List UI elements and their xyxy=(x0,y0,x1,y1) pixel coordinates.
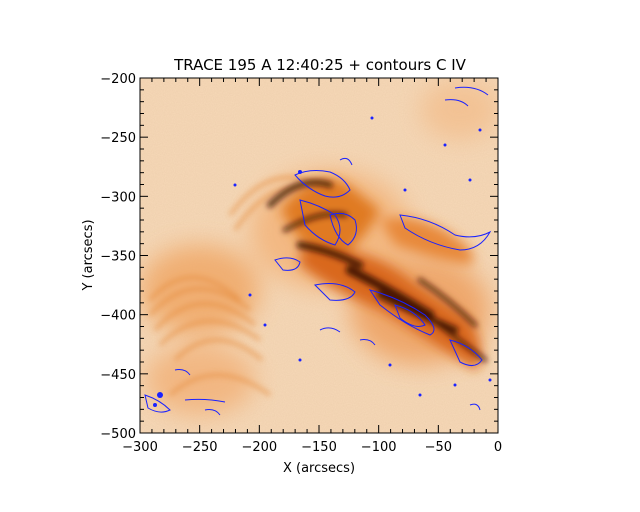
x-tick-label: −50 xyxy=(425,440,452,455)
x-tick-label: 0 xyxy=(494,440,502,455)
y-tick-label: −450 xyxy=(100,368,136,383)
x-tick-label: −100 xyxy=(361,440,397,455)
x-axis: −300 −250 −200 −150 −100 −50 0 xyxy=(122,78,502,455)
x-tick-label: −150 xyxy=(301,440,337,455)
y-tick-label: −300 xyxy=(100,190,136,205)
contour-dots xyxy=(153,116,492,407)
x-tick-label: −200 xyxy=(241,440,277,455)
c-iv-contours xyxy=(144,86,492,416)
x-tick-label: −300 xyxy=(122,440,158,455)
y-axis: −500 −450 −400 −350 −300 −250 −200 xyxy=(100,72,498,442)
y-tick-label: −250 xyxy=(100,131,136,146)
solar-image xyxy=(140,78,498,433)
y-axis-label: Y (arcsecs) xyxy=(81,219,96,291)
y-tick-label: −400 xyxy=(100,309,136,324)
y-tick-label: −500 xyxy=(100,427,136,442)
y-tick-label: −200 xyxy=(100,72,136,87)
y-tick-label: −350 xyxy=(100,250,136,265)
plot-title: TRACE 195 A 12:40:25 + contours C IV xyxy=(173,56,467,74)
x-axis-label: X (arcsecs) xyxy=(283,461,355,476)
x-tick-label: −250 xyxy=(182,440,218,455)
